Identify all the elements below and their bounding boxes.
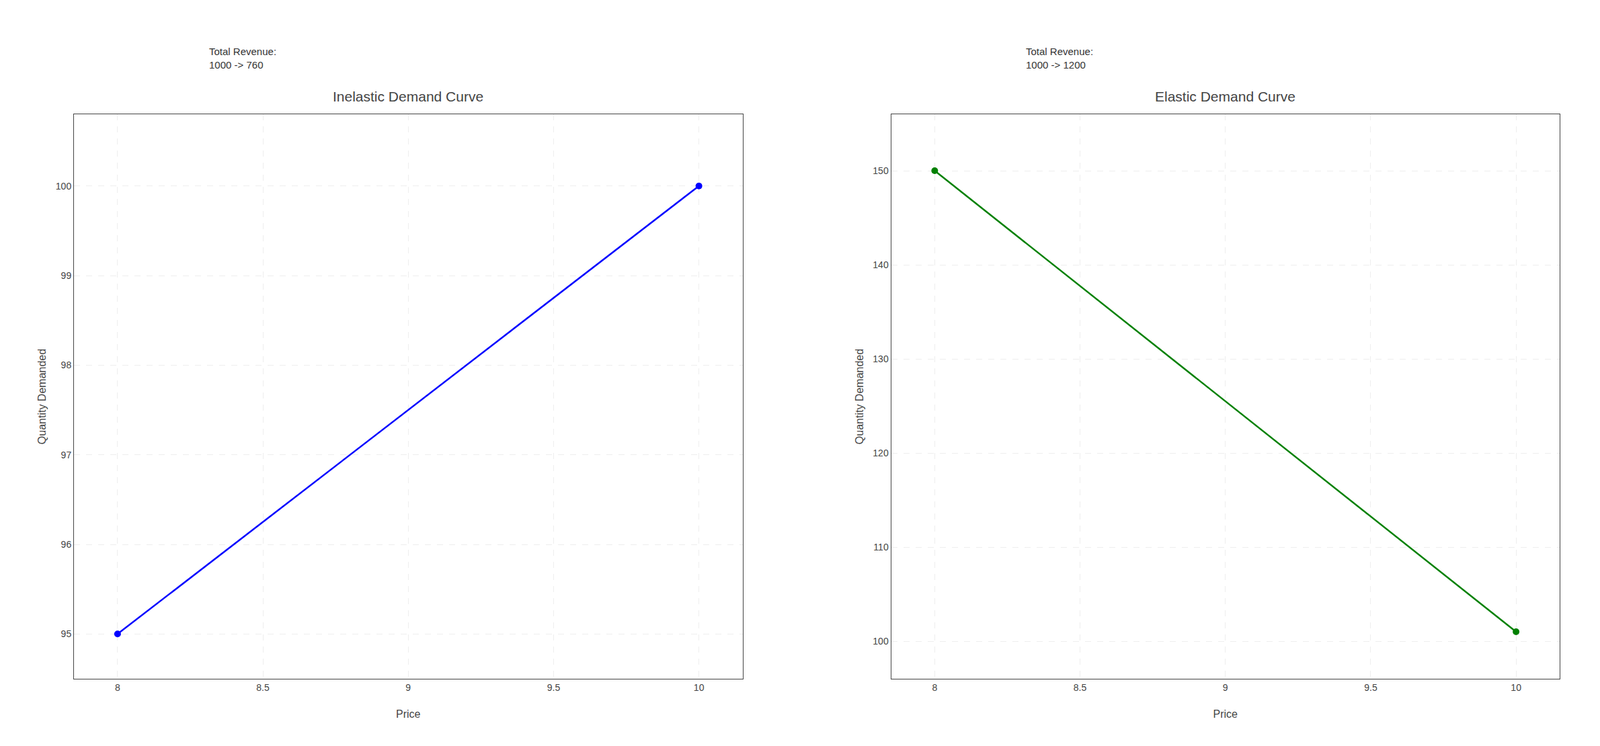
svg-text:100: 100 xyxy=(872,635,889,647)
svg-text:110: 110 xyxy=(873,541,889,553)
svg-text:150: 150 xyxy=(872,165,889,177)
svg-text:Price: Price xyxy=(1213,708,1239,720)
svg-text:Elastic Demand Curve: Elastic Demand Curve xyxy=(1154,88,1296,105)
svg-text:140: 140 xyxy=(872,259,889,271)
svg-text:Price: Price xyxy=(395,708,421,720)
svg-text:9: 9 xyxy=(405,682,411,694)
svg-text:8: 8 xyxy=(114,682,121,694)
svg-text:Quantity Demanded: Quantity Demanded xyxy=(853,348,866,445)
svg-text:9: 9 xyxy=(1222,682,1229,694)
svg-text:96: 96 xyxy=(61,539,72,550)
svg-text:10: 10 xyxy=(1510,682,1522,694)
svg-text:100: 100 xyxy=(55,180,72,192)
svg-text:130: 130 xyxy=(872,353,889,365)
svg-text:8: 8 xyxy=(931,682,938,694)
svg-text:Inelastic Demand Curve: Inelastic Demand Curve xyxy=(332,88,484,105)
svg-text:Total Revenue:1000 -> 760: Total Revenue:1000 -> 760 xyxy=(209,45,277,71)
svg-text:120: 120 xyxy=(872,447,889,459)
svg-text:9.5: 9.5 xyxy=(547,682,561,694)
svg-text:8.5: 8.5 xyxy=(256,682,270,694)
svg-text:8.5: 8.5 xyxy=(1073,682,1088,694)
svg-text:Quantity Demanded: Quantity Demanded xyxy=(36,348,48,445)
svg-text:Total Revenue:1000 -> 1200: Total Revenue:1000 -> 1200 xyxy=(1025,45,1094,71)
svg-text:10: 10 xyxy=(693,682,705,694)
svg-text:95: 95 xyxy=(61,628,72,640)
svg-text:9.5: 9.5 xyxy=(1364,682,1378,694)
svg-text:97: 97 xyxy=(61,449,72,461)
svg-text:98: 98 xyxy=(61,359,72,371)
svg-text:99: 99 xyxy=(61,270,72,282)
